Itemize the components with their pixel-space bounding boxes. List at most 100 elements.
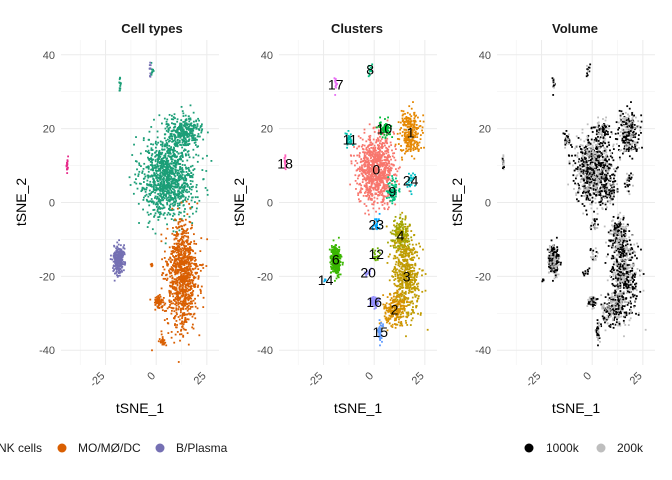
data-point bbox=[160, 162, 163, 165]
data-point bbox=[161, 175, 163, 178]
data-point bbox=[389, 253, 391, 256]
data-point bbox=[159, 140, 162, 143]
data-point bbox=[410, 259, 413, 261]
data-point bbox=[194, 317, 197, 320]
data-point bbox=[166, 160, 169, 163]
data-point bbox=[403, 296, 406, 298]
data-point bbox=[187, 299, 190, 302]
data-point bbox=[394, 180, 396, 183]
data-point bbox=[187, 232, 190, 234]
data-point bbox=[149, 212, 152, 215]
data-point bbox=[147, 222, 150, 224]
data-point bbox=[418, 268, 421, 270]
data-point bbox=[182, 303, 184, 305]
data-point bbox=[403, 152, 406, 155]
data-point bbox=[392, 179, 395, 181]
data-point bbox=[140, 165, 142, 168]
data-point bbox=[402, 312, 404, 315]
data-point bbox=[176, 161, 179, 164]
data-point bbox=[377, 165, 380, 168]
data-point bbox=[402, 286, 405, 289]
data-point bbox=[374, 178, 376, 180]
data-point bbox=[170, 250, 173, 253]
data-point bbox=[400, 251, 403, 254]
data-point bbox=[401, 265, 404, 268]
data-point bbox=[407, 280, 410, 283]
data-point bbox=[404, 272, 406, 275]
data-point bbox=[178, 141, 181, 144]
data-point bbox=[412, 139, 415, 142]
data-point bbox=[195, 207, 198, 210]
data-point bbox=[167, 138, 169, 141]
data-point bbox=[168, 147, 171, 150]
data-point bbox=[167, 184, 170, 187]
data-point bbox=[145, 186, 148, 189]
data-point bbox=[181, 295, 184, 298]
data-point bbox=[405, 150, 407, 153]
data-point bbox=[400, 270, 403, 273]
data-point bbox=[389, 231, 392, 234]
data-point bbox=[382, 198, 385, 201]
data-point bbox=[410, 263, 413, 266]
data-point bbox=[194, 137, 197, 140]
data-point bbox=[377, 191, 380, 193]
data-point bbox=[172, 139, 175, 142]
data-point bbox=[415, 124, 418, 126]
data-point bbox=[184, 266, 186, 269]
data-point bbox=[174, 170, 177, 173]
data-point bbox=[184, 277, 186, 279]
data-point bbox=[184, 261, 186, 264]
data-point bbox=[409, 123, 412, 126]
data-point bbox=[408, 271, 411, 274]
data-point bbox=[179, 135, 181, 138]
data-point bbox=[202, 306, 205, 309]
data-point bbox=[414, 288, 416, 290]
data-point bbox=[407, 255, 410, 258]
data-point bbox=[384, 131, 387, 133]
data-point bbox=[406, 261, 409, 264]
data-point bbox=[405, 276, 408, 278]
data-point bbox=[156, 180, 159, 183]
data-point bbox=[401, 284, 404, 287]
data-point bbox=[147, 195, 150, 198]
data-point bbox=[176, 277, 179, 279]
data-point bbox=[162, 204, 165, 207]
data-point bbox=[156, 196, 159, 199]
data-point bbox=[170, 266, 173, 268]
data-point bbox=[367, 193, 369, 196]
data-point bbox=[386, 150, 389, 153]
data-point bbox=[155, 172, 158, 175]
data-point bbox=[193, 284, 196, 287]
data-point bbox=[416, 147, 419, 150]
data-point bbox=[187, 280, 190, 282]
data-point bbox=[192, 148, 195, 151]
data-point bbox=[144, 190, 147, 193]
data-point bbox=[401, 244, 404, 247]
data-point bbox=[394, 183, 397, 186]
data-point bbox=[386, 197, 388, 199]
data-point bbox=[385, 309, 388, 312]
data-point bbox=[115, 256, 118, 259]
data-point bbox=[163, 339, 166, 342]
data-point bbox=[186, 123, 188, 126]
data-point bbox=[160, 153, 163, 156]
data-point bbox=[165, 139, 168, 142]
data-point bbox=[402, 239, 405, 242]
data-point bbox=[141, 187, 144, 190]
data-point bbox=[395, 228, 398, 231]
data-point bbox=[415, 140, 418, 143]
data-point bbox=[66, 164, 68, 167]
data-point bbox=[415, 294, 418, 297]
data-point bbox=[120, 252, 123, 255]
data-point bbox=[190, 285, 193, 288]
data-point bbox=[192, 299, 195, 302]
data-point bbox=[161, 272, 164, 274]
data-point bbox=[400, 323, 403, 326]
data-point bbox=[167, 186, 169, 189]
data-point bbox=[376, 163, 379, 166]
data-point bbox=[189, 294, 191, 297]
data-point bbox=[179, 259, 182, 262]
data-point bbox=[385, 125, 388, 128]
data-point bbox=[162, 179, 165, 182]
